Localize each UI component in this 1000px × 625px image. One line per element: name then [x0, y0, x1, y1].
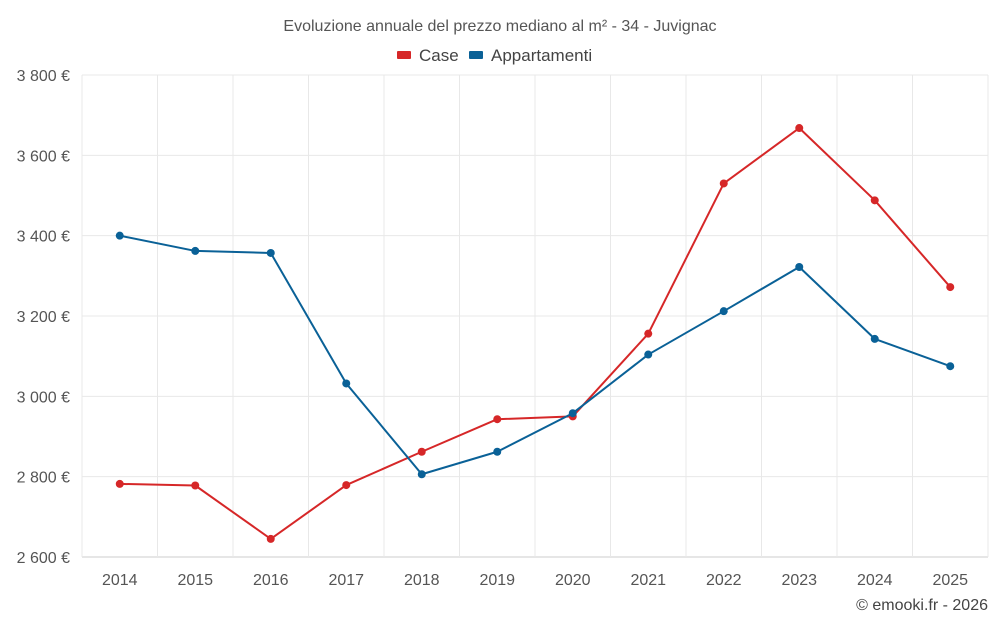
x-tick-label: 2017 [328, 572, 364, 589]
x-tick-label: 2018 [404, 572, 440, 589]
data-point[interactable] [417, 470, 426, 479]
data-point[interactable] [493, 447, 502, 456]
chart-title: Evoluzione annuale del prezzo mediano al… [283, 18, 716, 35]
data-point[interactable] [342, 379, 351, 388]
y-tick-label: 3 600 € [17, 148, 70, 165]
gridlines [81, 74, 989, 558]
data-point[interactable] [115, 479, 124, 488]
data-point[interactable] [266, 534, 275, 543]
x-tick-label: 2019 [479, 572, 515, 589]
data-point[interactable] [493, 415, 502, 424]
x-tick-label: 2025 [932, 572, 968, 589]
data-point[interactable] [266, 248, 275, 257]
y-tick-label: 2 800 € [17, 470, 70, 487]
data-point[interactable] [719, 307, 728, 316]
data-point[interactable] [644, 350, 653, 359]
series-case [115, 124, 955, 543]
y-tick-label: 2 600 € [17, 550, 70, 567]
legend-item[interactable]: Case [419, 46, 459, 65]
x-axis: 2014 2015 2016 2017 2018 2019 2020 2021 2022 2023… [102, 572, 968, 589]
legend-item[interactable]: Appartamenti [491, 46, 592, 65]
data-point[interactable] [795, 124, 804, 133]
data-point[interactable] [870, 196, 879, 205]
y-axis: 2 600 € 2 800 € 3 000 € 3 200 € 3 400 € 3 600… [17, 68, 70, 567]
data-point[interactable] [342, 481, 351, 490]
data-point[interactable] [568, 409, 577, 418]
x-tick-label: 2023 [781, 572, 817, 589]
legend-swatch [469, 51, 483, 59]
series-line [119, 234, 951, 476]
data-point[interactable] [795, 262, 804, 271]
x-tick-label: 2020 [555, 572, 591, 589]
data-point[interactable] [191, 481, 200, 490]
x-tick-label: 2016 [253, 572, 289, 589]
x-tick-label: 2021 [630, 572, 666, 589]
data-point[interactable] [191, 246, 200, 255]
data-point[interactable] [719, 179, 728, 188]
data-point[interactable] [946, 362, 955, 371]
data-point[interactable] [115, 231, 124, 240]
series-appartamenti [115, 231, 955, 479]
data-point[interactable] [417, 447, 426, 456]
series [115, 124, 955, 543]
y-tick-label: 3 800 € [17, 68, 70, 85]
x-tick-label: 2014 [102, 572, 138, 589]
legend-swatch [397, 51, 411, 59]
legend: Case Appartamenti [397, 46, 592, 65]
data-point[interactable] [946, 283, 955, 292]
data-point[interactable] [644, 329, 653, 338]
series-line [119, 127, 952, 540]
y-tick-label: 3 200 € [17, 309, 70, 326]
y-tick-label: 3 400 € [17, 229, 70, 246]
credit-text: © emooki.fr - 2026 [856, 597, 988, 614]
x-tick-label: 2022 [706, 572, 742, 589]
x-tick-label: 2024 [857, 572, 893, 589]
data-point[interactable] [870, 334, 879, 343]
x-tick-label: 2015 [177, 572, 213, 589]
y-tick-label: 3 000 € [17, 389, 70, 406]
